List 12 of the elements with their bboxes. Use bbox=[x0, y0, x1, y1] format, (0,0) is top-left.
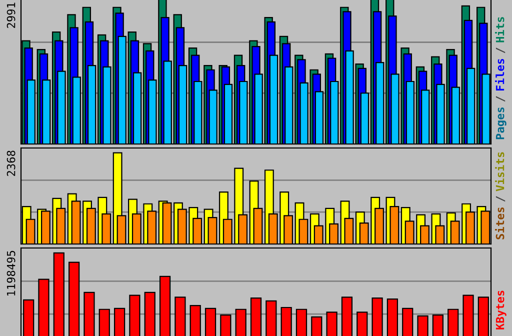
text: 2991 bbox=[6, 2, 16, 28]
text: KBytes bbox=[496, 290, 506, 330]
text: Visits bbox=[495, 152, 504, 192]
text: 2368 bbox=[6, 150, 16, 176]
text: / bbox=[496, 196, 506, 202]
text: 1198495 bbox=[6, 250, 16, 296]
text: Sites bbox=[495, 207, 504, 240]
text: Pages bbox=[496, 107, 506, 140]
text: Files bbox=[495, 58, 504, 91]
text: / bbox=[496, 96, 506, 102]
text: / bbox=[496, 48, 506, 54]
text: Hits bbox=[495, 17, 504, 42]
